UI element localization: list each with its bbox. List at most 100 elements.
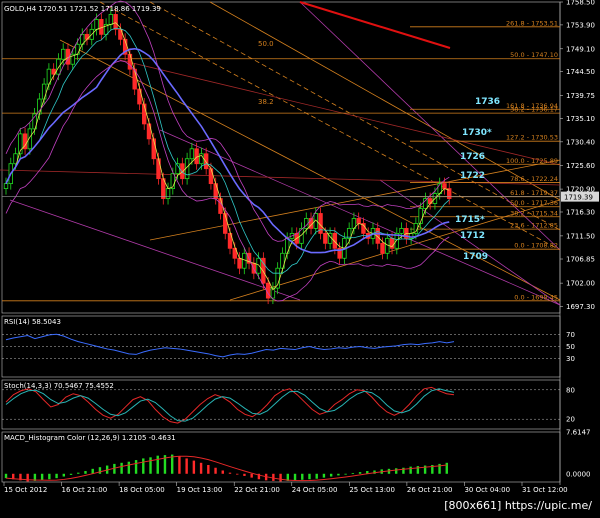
- macd-bar: [416, 466, 420, 474]
- candle-body: [70, 53, 75, 65]
- macd-bar: [192, 460, 196, 474]
- ma-slow: [5, 47, 450, 254]
- macd-bar: [91, 468, 94, 474]
- macd-bar: [134, 460, 138, 474]
- macd-bar: [366, 471, 369, 474]
- candle-body: [75, 43, 80, 55]
- x-tick-label: 16 Oct 21:00: [62, 486, 108, 494]
- macd-tick-label: 7.6147: [566, 429, 591, 437]
- watermark: [800x661] https://upic.me/: [442, 499, 594, 512]
- level-annotation: 1712: [460, 231, 485, 241]
- level-label: 20: [566, 416, 575, 424]
- candle-body: [56, 58, 61, 75]
- macd-bar: [344, 473, 347, 475]
- macd-bar: [423, 465, 427, 474]
- macd-bar: [40, 473, 44, 481]
- main-chart-title: GOLD,H4 1720.51 1721.52 1718.86 1719.39: [4, 5, 161, 13]
- candle-body: [137, 88, 142, 105]
- candle-body: [18, 133, 23, 155]
- macd-bar: [221, 470, 224, 474]
- candle-body: [199, 153, 204, 165]
- macd-bar: [250, 473, 253, 478]
- last-price-tag: [561, 191, 599, 202]
- fib-label: 61.8 - 1719.37: [510, 189, 558, 197]
- macd-signal-line: [5, 455, 447, 482]
- x-tick-label: 24 Oct 05:00: [292, 486, 338, 494]
- macd-bar: [308, 473, 311, 480]
- macd-bar: [33, 473, 37, 481]
- trend-line-red: [299, 1, 451, 49]
- macd-bar: [243, 473, 246, 476]
- candle-body: [346, 228, 352, 239]
- candle-body: [356, 218, 361, 224]
- macd-bar: [301, 473, 304, 480]
- macd-bar: [26, 473, 29, 482]
- candle-body: [218, 198, 223, 214]
- candle-body: [227, 232, 233, 249]
- y-tick-label: 1720.90: [566, 186, 595, 194]
- candle-body: [146, 123, 152, 140]
- candle-body: [170, 173, 176, 189]
- y-tick-label: 1697.30: [566, 303, 595, 311]
- candle-body: [13, 153, 18, 165]
- macd-bar: [293, 473, 297, 481]
- candle-body: [442, 183, 447, 189]
- macd-bar: [236, 473, 239, 475]
- candle-body: [132, 68, 137, 90]
- candle-body: [261, 257, 266, 284]
- candle-body: [94, 19, 99, 30]
- candle-body: [313, 213, 318, 229]
- y-tick-label: 1744.50: [566, 68, 595, 76]
- macd-title: MACD_Histogram Color (12,26,9) 1.2105 -0…: [4, 434, 176, 442]
- macd-bar: [438, 463, 441, 474]
- candle-body: [394, 232, 400, 249]
- x-tick-label: 31 Oct 12:00: [522, 486, 568, 494]
- candle-body: [165, 188, 171, 199]
- macd-bar: [445, 462, 448, 474]
- macd-tick-label: 0.0000: [566, 470, 591, 478]
- y-tick-label: 1739.75: [566, 92, 595, 100]
- candle-body: [423, 198, 428, 209]
- candle-body: [51, 68, 56, 75]
- macd-bar: [178, 456, 181, 474]
- level-annotation: 1730*: [462, 128, 492, 138]
- y-tick-label: 1725.60: [566, 162, 595, 170]
- macd-bar: [62, 473, 66, 477]
- macd-bar: [358, 472, 362, 474]
- macd-bar: [98, 467, 102, 474]
- candle-body: [361, 223, 366, 234]
- candle-body: [447, 188, 452, 199]
- level-annotation: 1709: [463, 252, 488, 262]
- macd-bar: [272, 473, 275, 481]
- trend-line: [149, 159, 561, 241]
- macd-bar: [149, 457, 152, 474]
- macd-bar: [322, 473, 326, 478]
- macd-bar: [337, 473, 340, 476]
- macd-bar: [315, 473, 318, 479]
- candle-body: [156, 158, 161, 180]
- candle-body: [256, 257, 261, 274]
- y-tick-label: 1749.10: [566, 45, 595, 53]
- fib-label: 50.0 - 1747.10: [510, 51, 558, 59]
- macd-bar: [409, 466, 412, 474]
- macd-bar: [279, 473, 282, 482]
- level-annotation: 1722: [460, 171, 485, 181]
- y-tick-label: 1730.40: [566, 138, 595, 146]
- trend-line: [99, 1, 561, 251]
- indicator-line: [5, 388, 455, 422]
- trend-line: [209, 1, 561, 201]
- level-label: 70: [566, 331, 575, 339]
- trend-line: [299, 1, 561, 251]
- candle-body: [418, 208, 423, 224]
- level-label: 80: [566, 386, 575, 394]
- macd-bar: [55, 473, 58, 479]
- fib-label: 38.2 - 1715.34: [510, 209, 558, 217]
- x-tick-label: 22 Oct 21:00: [234, 486, 280, 494]
- trend-line: [159, 129, 561, 306]
- candle-body: [32, 113, 37, 130]
- fan-label: 50.0: [258, 40, 274, 48]
- trend-line: [379, 179, 561, 306]
- macd-bar: [329, 473, 333, 477]
